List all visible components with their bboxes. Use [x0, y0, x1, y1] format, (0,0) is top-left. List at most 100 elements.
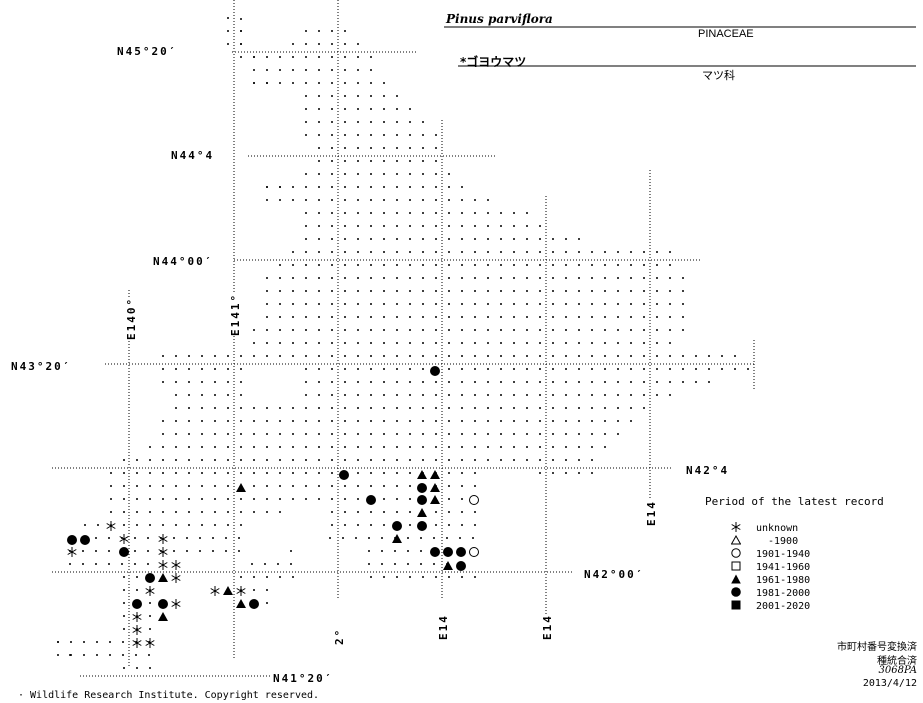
record-unknown	[106, 521, 116, 531]
mesh-dot	[331, 342, 333, 344]
mesh-dot	[175, 355, 177, 357]
mesh-dot	[435, 381, 437, 383]
record-1961-1980	[236, 483, 246, 492]
mesh-dot	[225, 550, 227, 552]
mesh-dot	[487, 433, 489, 435]
mesh-dot	[305, 121, 307, 123]
mesh-dot	[331, 511, 333, 513]
mesh-dot	[318, 277, 320, 279]
mesh-dot	[370, 160, 372, 162]
mesh-dot	[344, 277, 346, 279]
mesh-dot	[318, 173, 320, 175]
mesh-dot	[240, 511, 242, 513]
mesh-dot	[500, 446, 502, 448]
mesh-dot	[487, 446, 489, 448]
mesh-dot	[500, 238, 502, 240]
mesh-dot	[409, 277, 411, 279]
mesh-dot	[370, 238, 372, 240]
mesh-dot	[318, 95, 320, 97]
mesh-dot	[370, 303, 372, 305]
mesh-dot	[604, 342, 606, 344]
japanese-name: *ゴヨウマツ	[460, 55, 527, 69]
record-unknown	[145, 586, 155, 596]
mesh-dot	[292, 277, 294, 279]
mesh-dot	[513, 316, 515, 318]
mesh-dot	[513, 303, 515, 305]
mesh-dot	[318, 264, 320, 266]
mesh-dot	[578, 238, 580, 240]
mesh-dot	[123, 589, 125, 591]
mesh-dot	[422, 225, 424, 227]
mesh-dot	[422, 290, 424, 292]
lat-label-44-00: N44°00′	[152, 255, 215, 268]
mesh-dot	[121, 563, 123, 565]
mesh-dot	[201, 407, 203, 409]
record-1981-2000	[392, 521, 402, 531]
mesh-dot	[214, 407, 216, 409]
legend-item-pre1900: -1900	[728, 534, 799, 548]
mesh-dot	[383, 524, 385, 526]
mesh-dot	[214, 472, 216, 474]
mesh-dot	[214, 511, 216, 513]
mesh-dot	[448, 316, 450, 318]
mesh-dot	[292, 485, 294, 487]
mesh-dot	[188, 381, 190, 383]
record-1981-2000	[456, 561, 466, 571]
mesh-dot	[617, 264, 619, 266]
legend-label: unknown	[756, 523, 799, 534]
mesh-dot	[591, 303, 593, 305]
mesh-dot	[240, 446, 242, 448]
mesh-dot	[383, 160, 385, 162]
mesh-dot	[448, 368, 450, 370]
mesh-dot	[292, 420, 294, 422]
mesh-dot	[422, 121, 424, 123]
record-unknown	[132, 625, 142, 635]
mesh-dot	[266, 576, 268, 578]
mesh-dot	[721, 355, 723, 357]
mesh-dot	[305, 212, 307, 214]
mesh-dot	[461, 576, 463, 578]
mesh-dot	[329, 537, 331, 539]
mesh-dot	[279, 459, 281, 461]
mesh-dot	[305, 56, 307, 58]
mesh-dot	[136, 485, 138, 487]
mesh-dot	[370, 381, 372, 383]
mesh-dot	[318, 121, 320, 123]
mesh-dot	[617, 303, 619, 305]
mesh-dot	[331, 316, 333, 318]
mesh-dot	[539, 433, 541, 435]
mesh-dot	[344, 30, 346, 32]
legend-label: -1900	[768, 536, 799, 547]
mesh-dot	[435, 329, 437, 331]
mesh-dot	[370, 368, 372, 370]
mesh-dot	[370, 225, 372, 227]
mesh-dot	[734, 368, 736, 370]
mesh-dot	[435, 303, 437, 305]
mesh-dot	[526, 264, 528, 266]
mesh-dot	[500, 381, 502, 383]
mesh-dot	[396, 472, 398, 474]
mesh-dot	[435, 342, 437, 344]
mesh-dot	[604, 329, 606, 331]
mesh-dot	[487, 238, 489, 240]
mesh-dot	[318, 485, 320, 487]
mesh-dot	[370, 329, 372, 331]
mesh-dot	[383, 251, 385, 253]
lat-label-43-20: N43°20′	[10, 360, 73, 373]
mesh-dot	[251, 563, 253, 565]
mesh-dot	[396, 238, 398, 240]
mesh-dot	[110, 472, 112, 474]
mesh-dot	[448, 498, 450, 500]
mesh-dot	[331, 199, 333, 201]
mesh-dot	[266, 602, 268, 604]
mesh-dot	[578, 277, 580, 279]
mesh-dot	[227, 498, 229, 500]
mesh-dot	[396, 329, 398, 331]
mesh-dot	[227, 394, 229, 396]
mesh-dot	[474, 446, 476, 448]
mesh-dot	[394, 563, 396, 565]
mesh-dot	[344, 238, 346, 240]
mesh-dot	[552, 394, 554, 396]
mesh-dot	[500, 394, 502, 396]
mesh-dot	[526, 433, 528, 435]
